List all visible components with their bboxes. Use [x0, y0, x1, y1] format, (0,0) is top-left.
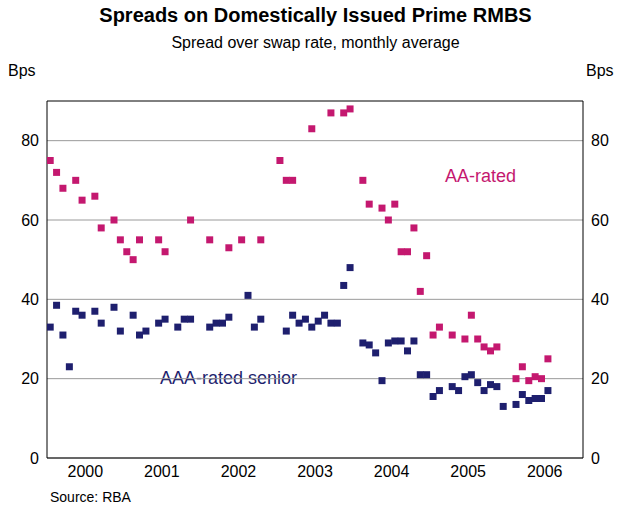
svg-text:2002: 2002 [221, 463, 257, 480]
svg-text:2006: 2006 [527, 463, 563, 480]
svg-text:0: 0 [591, 450, 600, 467]
svg-text:20: 20 [591, 370, 609, 387]
svg-text:2005: 2005 [450, 463, 486, 480]
svg-text:60: 60 [21, 212, 39, 229]
html-text:AAA-rated senior: AAA-rated senior [160, 368, 298, 388]
html-text:Spread over swap rate, monthly: Spread over swap rate, monthly average [171, 34, 460, 51]
svg-text:80: 80 [21, 132, 39, 149]
svg-text:40: 40 [591, 291, 609, 308]
svg-text:20: 20 [21, 370, 39, 387]
svg-text:2000: 2000 [67, 463, 103, 480]
svg-text:2004: 2004 [374, 463, 410, 480]
svg-text:80: 80 [591, 132, 609, 149]
html-text:Source: RBA: Source: RBA [50, 489, 131, 505]
html-text:Bps: Bps [586, 62, 614, 79]
svg-text:0: 0 [30, 450, 39, 467]
svg-text:40: 40 [21, 291, 39, 308]
html-text:AA-rated: AA-rated [445, 166, 516, 186]
html-text:Spreads on Domestically Issued: Spreads on Domestically Issued Prime RMB… [99, 4, 532, 26]
html-text:Bps: Bps [8, 62, 36, 79]
svg-text:60: 60 [591, 212, 609, 229]
svg-text:2001: 2001 [144, 463, 180, 480]
svg-text:2003: 2003 [297, 463, 333, 480]
